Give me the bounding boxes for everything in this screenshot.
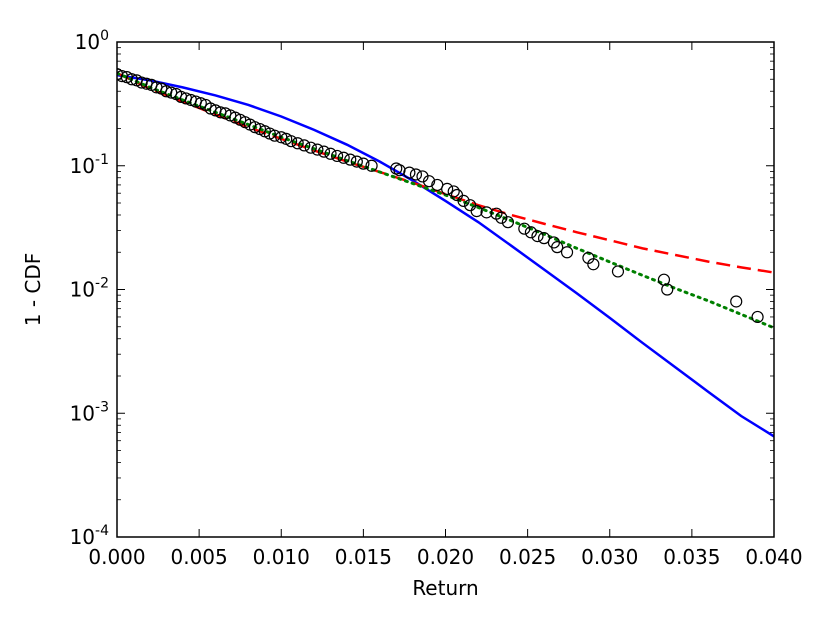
x-tick-label: 0.005 [170,545,227,569]
data-point [537,232,551,245]
data-point [661,283,674,296]
data-point [304,141,317,154]
data-point [344,153,357,166]
data-point [501,216,515,229]
data-point [311,143,324,156]
y-tick-label: 10-2 [70,276,109,302]
data-point [531,230,544,243]
x-tick-label: 0.015 [335,545,392,569]
data-point [457,194,470,207]
data-point [409,168,423,181]
x-tick-label: 0.000 [88,545,145,569]
data-point [495,211,508,224]
data-point [416,170,429,183]
x-axis-label: Return [412,576,478,600]
y-axis-label: 1 - CDF [21,253,45,327]
x-tick-label: 0.025 [499,545,556,569]
data-point [165,86,178,99]
y-tick-label: 10-1 [70,152,109,178]
x-tick-label: 0.040 [745,545,802,569]
x-tick-label: 0.035 [663,545,720,569]
x-tick-label: 0.020 [417,545,474,569]
data-point [730,295,743,308]
series-layer [117,68,774,438]
data-point [422,175,436,188]
data-point [611,265,625,278]
data-point [587,258,600,271]
data-point [194,97,207,110]
data-point [365,159,378,172]
y-tick-label: 10-3 [70,399,109,425]
tick-label-layer: 0.000 0.005 0.010 0.015 0.020 0.025 0.030 0.035… [70,28,803,569]
data-point [337,151,350,164]
data-point [551,241,564,254]
data-point [751,310,764,324]
dashed-fit-line [117,72,774,274]
data-point [480,206,493,219]
data-point [350,155,363,168]
data-point [447,185,460,198]
y-tick-label: 100 [75,28,109,54]
data-point [403,166,416,179]
data-point [298,139,311,152]
data-point [285,135,298,148]
data-point [268,129,281,142]
data-point [470,205,483,218]
data-point [357,157,370,170]
data-point [441,182,454,195]
data-point [317,145,331,158]
x-tick-label: 0.030 [581,545,638,569]
data-point [524,226,538,239]
y-tick-label: 10-4 [70,523,110,549]
data-point [291,137,304,150]
ticks-layer [116,41,775,538]
data-point [518,222,531,235]
solid-fit-line [117,73,774,438]
data-point [324,147,337,160]
data-point [560,246,574,259]
x-tick-label: 0.010 [253,545,310,569]
data-point [331,149,344,163]
